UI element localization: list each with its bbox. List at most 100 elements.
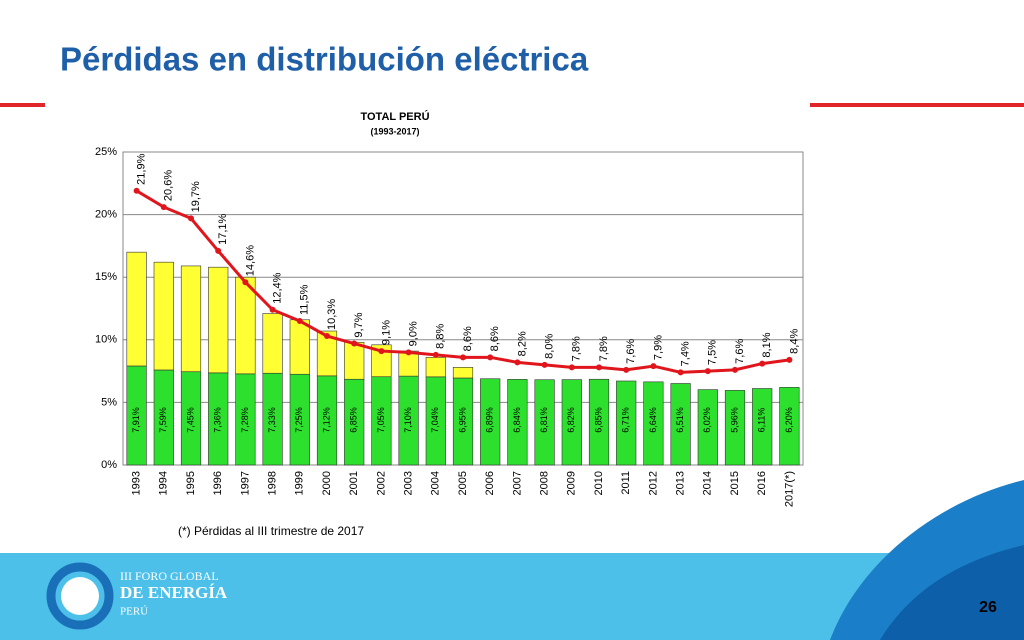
- bar-value-label: 7,12%: [321, 407, 331, 433]
- x-tick-label: 1995: [185, 471, 197, 495]
- x-tick-label: 2003: [403, 471, 415, 495]
- line-point: [405, 349, 412, 356]
- line-value-label: 17,1%: [217, 213, 229, 244]
- bar-segment: [235, 276, 256, 375]
- line-point: [133, 187, 140, 194]
- line-value-label: 7,5%: [707, 340, 719, 365]
- line-value-label: 9,1%: [380, 320, 392, 345]
- logo-text: PERÚ: [120, 606, 148, 618]
- x-tick-label: 2014: [702, 471, 714, 495]
- x-tick-label: 2004: [430, 471, 442, 495]
- x-tick-label: 1996: [212, 471, 224, 495]
- x-tick-label: 2015: [729, 471, 741, 495]
- footnote: (*) Pérdidas al III trimestre de 2017: [178, 524, 364, 538]
- line-value-label: 7,4%: [680, 341, 692, 366]
- line-point: [324, 333, 330, 340]
- bar-segment: [724, 390, 746, 466]
- line-point: [732, 366, 738, 373]
- chart-title: TOTAL PERÚ: [360, 110, 429, 123]
- x-tick-label: 2011: [620, 471, 632, 495]
- line-value-label: 7,8%: [571, 336, 583, 361]
- bar-value-label: 6,95%: [457, 407, 467, 433]
- line-value-label: 8,2%: [516, 331, 528, 356]
- bar-value-label: 7,05%: [376, 407, 386, 433]
- line-value-label: 11,5%: [299, 284, 311, 315]
- line-point: [432, 351, 439, 358]
- bar-value-label: 6,64%: [648, 407, 658, 433]
- slide-title: Pérdidas en distribución eléctrica: [60, 41, 589, 78]
- x-tick-label: 2017(*): [783, 471, 795, 507]
- bar-value-label: 7,36%: [213, 407, 223, 433]
- x-tick-label: 2010: [593, 471, 605, 495]
- logo-ring: [46, 562, 114, 630]
- x-tick-label: 2009: [566, 471, 578, 495]
- bar-value-label: 6,51%: [675, 407, 685, 433]
- bar-value-label: 7,59%: [158, 407, 168, 433]
- line-point: [568, 364, 575, 371]
- x-tick-label: 2013: [675, 471, 687, 495]
- bar-value-label: 6,82%: [566, 407, 576, 433]
- bar-segment: [779, 387, 800, 466]
- line-value-label: 8,8%: [435, 324, 447, 349]
- x-tick-label: 1994: [158, 471, 170, 495]
- line-point: [759, 360, 766, 367]
- bar-segment: [697, 389, 718, 466]
- x-tick-label: 1999: [294, 471, 306, 495]
- line-value-label: 9,7%: [353, 312, 365, 337]
- line-point: [460, 354, 466, 361]
- bar-value-label: 6,71%: [621, 407, 631, 433]
- bar-value-label: 6,89%: [485, 407, 495, 433]
- x-tick-label: 1993: [131, 471, 143, 495]
- x-tick-label: 2000: [321, 471, 333, 495]
- bar-segment: [262, 313, 283, 374]
- line-value-label: 14,6%: [244, 245, 256, 276]
- x-tick-label: 2002: [375, 471, 387, 495]
- bar-value-label: 6,84%: [512, 407, 522, 433]
- y-tick-label: 25%: [95, 146, 117, 158]
- line-point: [596, 364, 602, 371]
- line-value-label: 8,1%: [761, 332, 773, 357]
- line-point: [623, 366, 630, 373]
- line-point: [677, 369, 684, 376]
- chart-subtitle: (1993-2017): [370, 126, 419, 136]
- line-point: [541, 361, 548, 368]
- bar-segment: [153, 261, 174, 371]
- line-point: [296, 318, 303, 325]
- bar-segment: [588, 378, 610, 466]
- x-tick-label: 2001: [348, 471, 360, 495]
- bar-segment: [425, 357, 446, 378]
- bar-value-label: 7,10%: [403, 407, 413, 433]
- logo-core: [61, 577, 99, 615]
- line-point: [215, 247, 222, 254]
- line-value-label: 7,6%: [734, 339, 746, 364]
- bar-value-label: 6,85%: [593, 407, 603, 433]
- bar-segment: [616, 380, 637, 466]
- bar-segment: [643, 381, 664, 466]
- line-point: [378, 348, 385, 355]
- line-value-label: 8,6%: [462, 326, 474, 351]
- y-tick-label: 20%: [95, 209, 117, 221]
- page-number: 26: [979, 599, 997, 616]
- x-tick-label: 2007: [511, 471, 523, 495]
- bar-value-label: 7,33%: [267, 407, 277, 433]
- x-tick-label: 2005: [457, 471, 469, 495]
- line-point: [786, 356, 793, 363]
- line-value-label: 8,6%: [489, 326, 501, 351]
- line-value-label: 7,9%: [652, 335, 664, 360]
- line-point: [160, 204, 167, 211]
- line-value-label: 20,6%: [163, 170, 175, 201]
- bar-segment: [670, 383, 691, 466]
- x-tick-label: 1998: [267, 471, 279, 495]
- line-value-label: 7,8%: [598, 336, 610, 361]
- x-tick-label: 2006: [484, 471, 496, 495]
- bar-segment: [316, 330, 338, 377]
- bar-value-label: 6,85%: [349, 407, 359, 433]
- bar-value-label: 7,28%: [240, 407, 250, 433]
- line-value-label: 7,6%: [625, 339, 637, 364]
- line-point: [188, 215, 194, 222]
- bar-segment: [208, 266, 229, 374]
- bar-segment: [344, 342, 365, 380]
- line-value-label: 21,9%: [136, 153, 148, 184]
